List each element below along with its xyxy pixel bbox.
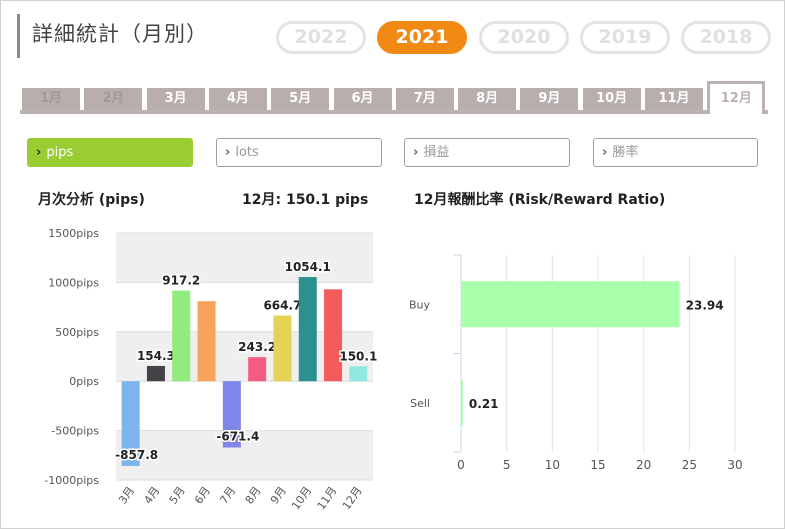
month-tab-6[interactable]: 6月	[333, 88, 392, 110]
monthly-chart-title: 月次分析 (pips)	[38, 192, 145, 208]
bar-3月	[121, 381, 140, 466]
monthly-pips-chart: 1500pips 1000pips 500pips 0pips -500pips -100…	[44, 227, 379, 512]
month-tab-5[interactable]: 5月	[271, 88, 330, 110]
x-tick-label: 15	[590, 458, 605, 472]
month-tab-12[interactable]: 12月	[707, 81, 766, 114]
x-tick-label: 20	[636, 458, 651, 472]
year-pill-2022[interactable]: 2022	[276, 21, 366, 54]
month-tab-rail	[20, 110, 768, 114]
x-tick-label: 7月	[217, 484, 238, 506]
bar-5月	[172, 290, 191, 382]
monthly-summary: 12月: 150.1 pips	[242, 192, 369, 208]
month-tab-11[interactable]: 11月	[645, 88, 703, 110]
x-tick-label: 30	[727, 458, 742, 472]
bar-data-label: 917.2	[162, 274, 200, 288]
chevron-right-icon: ›	[413, 145, 419, 160]
x-tick-label: 3月	[116, 484, 137, 506]
bar-data-label: 243.2	[238, 340, 276, 354]
metric-button-label: 勝率	[612, 145, 639, 160]
bar-Buy	[461, 281, 680, 328]
risk-reward-chart: 0 5 10 15 20 25 30 Buy 23.94 Sell 0.21	[409, 254, 743, 472]
bar-data-label: 23.94	[686, 298, 724, 312]
y-tick-label: Sell	[410, 397, 430, 410]
bar-10月	[298, 277, 317, 382]
month-tab-10[interactable]: 10月	[582, 88, 641, 110]
y-tick-label: -1000pips	[44, 474, 99, 487]
ratio-chart-title: 12月報酬比率 (Risk/Reward Ratio)	[414, 192, 666, 208]
month-tab-2[interactable]: 2月	[84, 88, 143, 110]
x-tick-label: 6月	[192, 484, 213, 506]
bar-8月	[248, 357, 267, 382]
bar-data-label: 150.1	[339, 349, 377, 363]
bar-data-label: 0.21	[469, 397, 499, 411]
bar-6月	[197, 301, 216, 382]
y-tick-label: -500pips	[51, 425, 99, 438]
x-tick-label: 11月	[315, 484, 340, 512]
plot-band	[116, 430, 373, 480]
x-tick-label: 10	[545, 458, 560, 472]
x-tick-label: 9月	[268, 484, 289, 506]
x-tick-label: 4月	[141, 484, 162, 506]
bar-data-label: 1054.1	[285, 260, 331, 274]
year-pill-2021[interactable]: 2021	[377, 21, 467, 54]
metric-button-label: 損益	[423, 145, 450, 160]
x-tick-label: 8月	[243, 484, 264, 506]
y-tick-label: 0pips	[69, 375, 99, 388]
month-tab-7[interactable]: 7月	[395, 88, 454, 110]
bar-11月	[324, 289, 343, 382]
bar-12月	[349, 366, 368, 382]
metric-button-pips[interactable]: › pips	[27, 138, 193, 167]
bar-7月	[222, 381, 241, 448]
month-tab-1[interactable]: 1月	[22, 88, 80, 110]
year-pill-2018[interactable]: 2018	[681, 21, 771, 54]
x-tick-label: 0	[457, 458, 465, 472]
y-tick-label: 1000pips	[48, 276, 99, 289]
month-tab-9[interactable]: 9月	[520, 88, 579, 110]
metric-button-profit[interactable]: › 損益	[404, 138, 570, 167]
bar-Sell	[461, 379, 463, 426]
month-tab-4[interactable]: 4月	[208, 88, 267, 110]
month-tab-8[interactable]: 8月	[458, 88, 517, 110]
x-tick-label: 25	[682, 458, 697, 472]
page-header: 詳細統計（月別）	[17, 14, 208, 58]
x-tick-label: 5月	[167, 484, 188, 506]
x-tick-label: 5	[503, 458, 511, 472]
plot-band	[116, 233, 373, 283]
bar-9月	[273, 315, 292, 382]
chevron-right-icon: ›	[602, 145, 608, 160]
month-tab-3[interactable]: 3月	[146, 88, 205, 110]
metric-button-lots[interactable]: › lots	[216, 138, 382, 167]
year-pill-2019[interactable]: 2019	[580, 21, 670, 54]
bar-data-label: 664.7	[263, 299, 301, 313]
bar-data-label: 154.3	[137, 349, 175, 363]
year-pill-2020[interactable]: 2020	[479, 21, 569, 54]
bar-data-label: -857.8	[115, 448, 158, 462]
metric-button-winrate[interactable]: › 勝率	[593, 138, 758, 167]
metric-button-label: lots	[235, 145, 259, 160]
y-tick-label: Buy	[409, 298, 431, 311]
chevron-right-icon: ›	[36, 145, 42, 160]
y-tick-label: 500pips	[55, 326, 99, 339]
bar-4月	[146, 365, 165, 382]
y-tick-label: 1500pips	[48, 227, 99, 240]
page-title: 詳細統計（月別）	[32, 22, 208, 46]
metric-button-label: pips	[46, 145, 74, 160]
bar-data-label: -671.4	[216, 430, 259, 444]
x-tick-label: 12月	[340, 484, 365, 512]
chevron-right-icon: ›	[225, 145, 231, 160]
x-tick-label: 10月	[289, 484, 314, 512]
